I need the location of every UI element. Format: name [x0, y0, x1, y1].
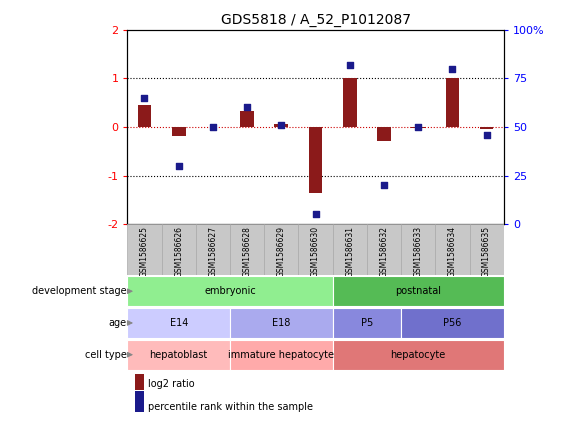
Text: E18: E18 [272, 318, 291, 328]
Bar [172, 127, 185, 136]
Bar [162, 224, 196, 275]
Text: P56: P56 [443, 318, 461, 328]
Text: GSM1586634: GSM1586634 [448, 226, 457, 277]
Bar [411, 127, 425, 128]
Bar [127, 340, 230, 370]
Point [448, 65, 457, 72]
Bar [401, 308, 504, 338]
Text: hepatoblast: hepatoblast [149, 350, 208, 360]
Bar [127, 276, 333, 306]
Bar [135, 369, 144, 390]
Text: GSM1586627: GSM1586627 [208, 226, 217, 277]
Bar [240, 111, 254, 127]
Point [174, 162, 184, 169]
Bar [196, 224, 230, 275]
Point [140, 94, 149, 101]
Text: development stage: development stage [32, 286, 127, 296]
Title: GDS5818 / A_52_P1012087: GDS5818 / A_52_P1012087 [221, 13, 411, 27]
Bar [127, 224, 162, 275]
Bar [333, 308, 401, 338]
Text: E14: E14 [170, 318, 188, 328]
Bar [333, 340, 504, 370]
Bar [309, 127, 323, 192]
Text: GSM1586630: GSM1586630 [311, 226, 320, 277]
Point [208, 124, 218, 130]
Text: GSM1586631: GSM1586631 [345, 226, 354, 277]
Bar [274, 124, 288, 127]
Text: embryonic: embryonic [204, 286, 256, 296]
Bar [435, 224, 470, 275]
Text: hepatocyte: hepatocyte [391, 350, 446, 360]
Text: GSM1586633: GSM1586633 [414, 226, 423, 277]
Point [345, 61, 354, 68]
Text: GSM1586635: GSM1586635 [482, 226, 491, 277]
Text: percentile rank within the sample: percentile rank within the sample [148, 402, 313, 412]
Text: age: age [109, 318, 127, 328]
Bar [377, 127, 391, 140]
Text: immature hepatocyte: immature hepatocyte [228, 350, 334, 360]
Bar [135, 392, 144, 412]
Point [413, 124, 423, 130]
Text: GSM1586626: GSM1586626 [174, 226, 183, 277]
Bar [230, 340, 333, 370]
Point [482, 131, 491, 138]
Bar [264, 224, 298, 275]
Bar [127, 308, 230, 338]
Bar [333, 224, 367, 275]
Text: cell type: cell type [85, 350, 127, 360]
Bar [446, 78, 459, 127]
Bar [333, 276, 504, 306]
Text: P5: P5 [361, 318, 373, 328]
Text: GSM1586628: GSM1586628 [243, 226, 252, 277]
Text: log2 ratio: log2 ratio [148, 379, 195, 389]
Text: GSM1586629: GSM1586629 [277, 226, 286, 277]
Bar [367, 224, 401, 275]
Bar [480, 127, 493, 129]
Bar [470, 224, 504, 275]
Bar [298, 224, 333, 275]
Point [243, 104, 252, 111]
Text: postnatal: postnatal [395, 286, 441, 296]
Text: GSM1586625: GSM1586625 [140, 226, 149, 277]
Bar [230, 308, 333, 338]
Bar [343, 78, 357, 127]
Text: GSM1586632: GSM1586632 [379, 226, 389, 277]
Point [311, 211, 320, 218]
Point [379, 182, 389, 189]
Bar [138, 105, 151, 127]
Bar [230, 224, 264, 275]
Bar [401, 224, 435, 275]
Point [277, 121, 286, 128]
